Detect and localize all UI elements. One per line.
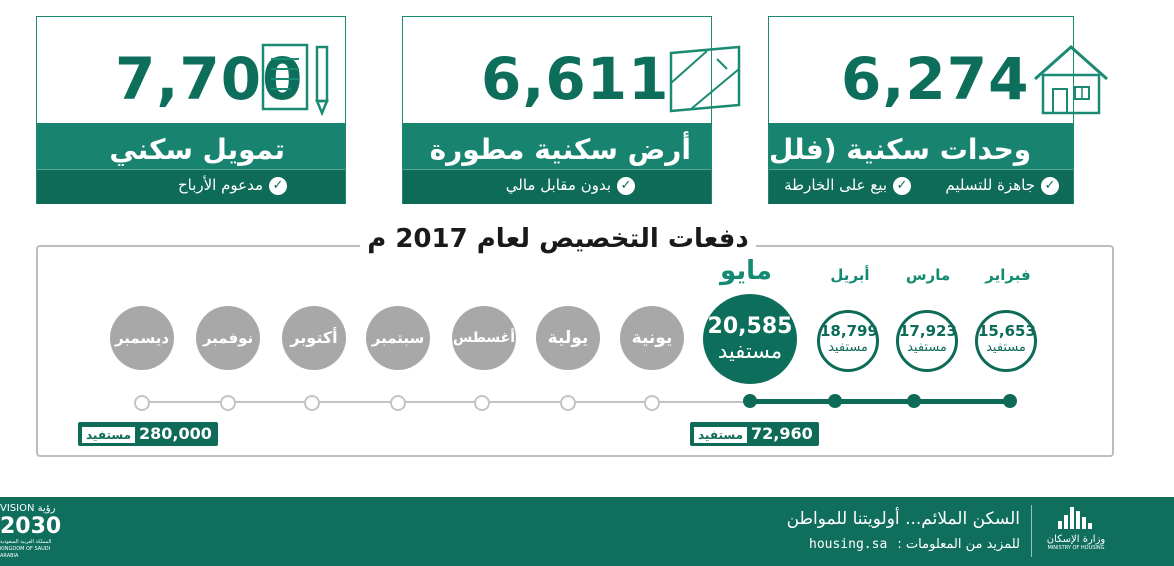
card-note: ✓ جاهزة للتسليم xyxy=(945,176,1059,195)
vision-kingdom: المملكة العربية السعودية xyxy=(0,539,52,545)
check-icon: ✓ xyxy=(893,176,911,195)
ministry-name: وزارة الإسكان xyxy=(1046,534,1106,545)
footer-slogan: السكن الملائم... أولويتنا للمواطن xyxy=(786,509,1020,529)
check-icon: ✓ xyxy=(1041,176,1059,195)
check-icon: ✓ xyxy=(617,176,635,195)
total-unit: مستفيد xyxy=(694,426,748,443)
vision-label: VISION xyxy=(0,503,35,514)
card-notes: ✓ جاهزة للتسليم ✓ بيع على الخارطة xyxy=(769,169,1073,204)
track-dot xyxy=(560,395,576,411)
card-note: ✓ بدون مقابل مالي xyxy=(506,176,635,195)
total-unit: مستفيد xyxy=(82,426,136,443)
month-aug: أغسطس xyxy=(452,306,516,370)
month-label-feb: فبراير xyxy=(985,266,1031,284)
batch-unit: مستفيد xyxy=(907,340,947,355)
track-dot-done xyxy=(1003,394,1017,408)
total-value: 280,000 xyxy=(139,424,212,443)
vision-2030-logo: VISION رؤية 2030 المملكة العربية السعودي… xyxy=(0,503,66,559)
batch-mar: 17,923 مستفيد xyxy=(896,310,958,372)
batch-unit: مستفيد xyxy=(986,340,1026,355)
ministry-logo: وزارة الإسكان MINISTRY OF HOUSING xyxy=(1046,505,1106,557)
card-note-text: جاهزة للتسليم xyxy=(945,176,1035,194)
track-dot xyxy=(220,395,236,411)
month-jul: يولية xyxy=(536,306,600,370)
card-note-text: بيع على الخارطة xyxy=(784,176,887,194)
house-icon xyxy=(1031,39,1111,121)
track-dot xyxy=(390,395,406,411)
card-note-text: بدون مقابل مالي xyxy=(505,176,611,194)
card-title: تمويل سكني xyxy=(109,133,285,166)
site-link[interactable]: housing.sa xyxy=(809,537,888,552)
month-label-mar: مارس xyxy=(905,266,951,284)
track-dot xyxy=(134,395,150,411)
month-oct: أكتوبر xyxy=(282,306,346,370)
month-jun: يونية xyxy=(620,306,684,370)
month-dec: ديسمبر xyxy=(110,306,174,370)
card-units: 6,274 وحدات سكنية (فلل وشقق) ✓جاهزة للتس… xyxy=(768,16,1108,204)
card-notes: ✓ بدون مقابل مالي xyxy=(403,169,711,204)
footer-divider xyxy=(1031,505,1032,557)
card-note: ✓ مدعوم الأرباح xyxy=(178,176,287,195)
batch-apr: 18,799 مستفيد xyxy=(817,310,879,372)
card-land: 6,611 أرض سكنية مطورة ✓ بدون مقابل مالي xyxy=(402,16,741,204)
document-pen-icon xyxy=(259,39,339,121)
card-notes: ✓ مدعوم الأرباح xyxy=(37,169,345,204)
card-financing: 7,700 تمويل سكني ✓مدعوم الأرباح xyxy=(36,16,346,204)
progress-fill xyxy=(750,399,1010,404)
batch-unit: مستفيد xyxy=(828,340,868,355)
track-dot xyxy=(474,395,490,411)
track-dot-done xyxy=(907,394,921,408)
vision-kingdom-en: KINGDOM OF SAUDI ARABIA xyxy=(0,546,51,559)
land-plot-icon xyxy=(667,39,747,121)
progress-track xyxy=(140,401,750,403)
track-dot xyxy=(644,395,660,411)
batch-unit: مستفيد xyxy=(717,339,783,363)
ministry-emblem-icon xyxy=(1058,507,1092,529)
total-value: 72,960 xyxy=(751,424,813,443)
batch-count: 20,585 xyxy=(707,314,793,339)
month-label-apr: أبريل xyxy=(830,266,870,284)
batch-count: 15,653 xyxy=(978,322,1036,340)
batch-may-current: 20,585 مستفيد xyxy=(703,294,797,384)
vision-label-ar: رؤية xyxy=(37,503,56,514)
card-note-text: مدعوم الأرباح xyxy=(177,176,263,194)
track-dot-done xyxy=(828,394,842,408)
month-sep: سبتمبر xyxy=(366,306,430,370)
footer: VISION رؤية 2030 المملكة العربية السعودي… xyxy=(0,497,1174,566)
month-nov: نوفمبر xyxy=(196,306,260,370)
month-label-may: مايو xyxy=(720,256,772,286)
total-done-badge: مستفيد 72,960 xyxy=(690,422,819,446)
card-value: 6,274 xyxy=(841,45,1030,113)
track-dot xyxy=(304,395,320,411)
batch-feb: 15,653 مستفيد xyxy=(975,310,1037,372)
footer-more-info: للمزيد من المعلومات : housing.sa xyxy=(809,537,1020,552)
batch-count: 17,923 xyxy=(899,322,957,340)
track-dot-done xyxy=(743,394,757,408)
batch-count: 18,799 xyxy=(820,322,878,340)
check-icon: ✓ xyxy=(269,176,287,195)
card-title: أرض سكنية مطورة xyxy=(429,133,691,166)
card-value: 6,611 xyxy=(481,45,670,113)
card-note: ✓ بيع على الخارطة xyxy=(784,176,911,195)
timeline-title: دفعات التخصيص لعام 2017 م xyxy=(360,222,756,256)
more-label: للمزيد من المعلومات : xyxy=(897,537,1020,552)
total-target-badge: مستفيد 280,000 xyxy=(78,422,218,446)
vision-year: 2030 xyxy=(0,514,62,539)
ministry-name-en: MINISTRY OF HOUSING xyxy=(1047,545,1105,551)
